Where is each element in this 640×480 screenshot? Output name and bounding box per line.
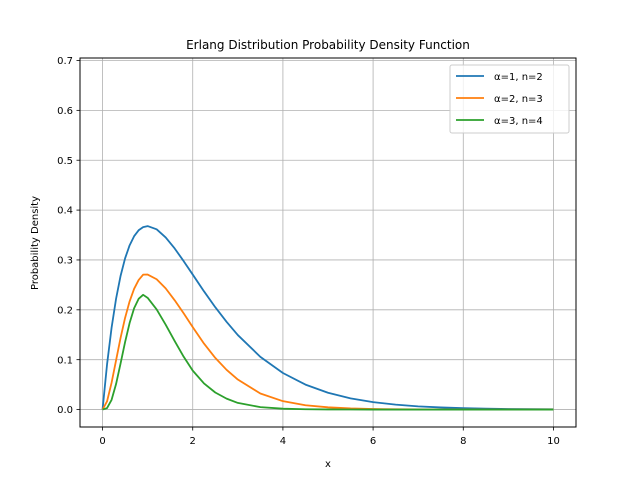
x-tick-label: 4: [280, 436, 286, 447]
x-tick-label: 8: [460, 436, 466, 447]
legend-label: α=1, n=2: [494, 72, 543, 83]
legend: α=1, n=2 α=2, n=3 α=3, n=4: [449, 64, 570, 134]
y-tick-label: 0.4: [57, 206, 73, 217]
legend-label: α=3, n=4: [494, 116, 543, 127]
series-line-1: [101, 225, 554, 411]
x-axis: 0 2 4 6 8 10: [99, 427, 560, 447]
x-tick-label: 10: [547, 436, 560, 447]
x-tick-label: 6: [370, 436, 376, 447]
y-tick-label: 0.0: [57, 405, 73, 416]
y-axis: 0.0 0.1 0.2 0.3 0.4 0.5 0.6 0.7: [57, 56, 80, 416]
y-tick-label: 0.5: [57, 156, 73, 167]
x-tick-label: 2: [190, 436, 196, 447]
y-tick-label: 0.6: [57, 106, 73, 117]
y-tick-label: 0.2: [57, 305, 73, 316]
x-tick-label: 0: [99, 436, 105, 447]
legend-label: α=2, n=3: [494, 94, 543, 105]
chart-title: Erlang Distribution Probability Density …: [186, 38, 470, 52]
y-tick-label: 0.3: [57, 256, 73, 267]
y-tick-label: 0.7: [57, 56, 73, 67]
series-layer: [101, 225, 554, 411]
y-tick-label: 0.1: [57, 355, 73, 366]
legend-box: [449, 64, 570, 134]
plot-frame: [79, 57, 577, 428]
y-axis-label: Probability Density: [30, 196, 41, 290]
grid: [80, 58, 576, 427]
x-axis-label: x: [325, 459, 331, 470]
series-line-3: [102, 293, 554, 411]
